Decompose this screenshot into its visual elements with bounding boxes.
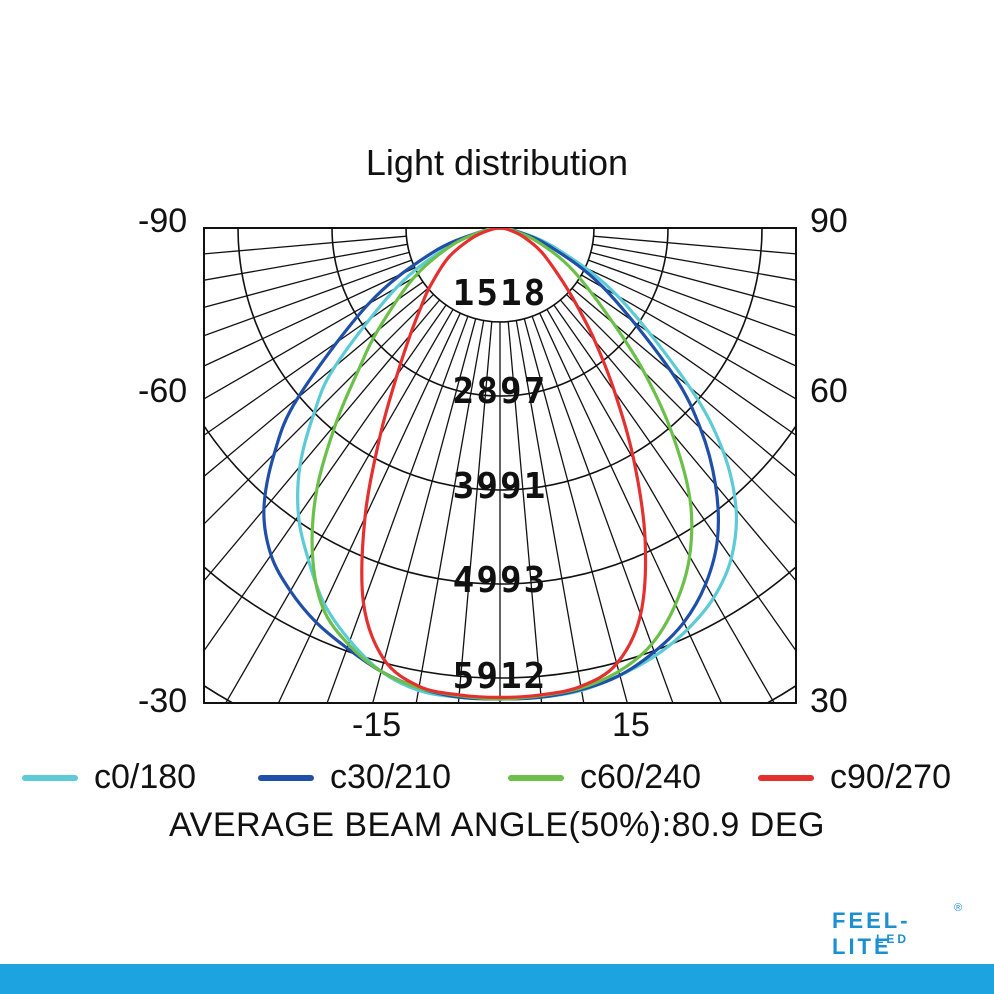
legend-label-c0: c0/180 xyxy=(94,758,197,796)
grid-spoke xyxy=(553,304,796,652)
ring-value-label: 2897 xyxy=(453,371,548,412)
registered-icon: ® xyxy=(954,902,963,914)
legend-swatch-c30 xyxy=(258,774,314,781)
grid-spoke xyxy=(588,259,796,337)
corner-label-mid-right: 60 xyxy=(810,372,848,410)
grid-spoke xyxy=(204,274,419,400)
grid-spoke xyxy=(204,299,441,582)
grid-spoke xyxy=(581,274,796,400)
grid-spoke xyxy=(576,281,796,437)
grid-spoke xyxy=(204,235,407,255)
grid-spoke xyxy=(531,316,674,703)
legend-swatch-c0 xyxy=(22,774,78,781)
grid-spoke xyxy=(415,320,485,703)
bottom-label-left: -15 xyxy=(352,706,402,744)
corner-label-bottom-right: 30 xyxy=(810,682,848,720)
legend-label-c30: c30/210 xyxy=(330,758,451,796)
grid-spoke xyxy=(592,243,796,281)
grid-spoke xyxy=(584,267,796,367)
grid-spoke xyxy=(539,312,723,703)
grid-spoke xyxy=(566,294,796,525)
corner-label-mid-left: -60 xyxy=(138,372,188,410)
series-line-c60-240 xyxy=(310,228,694,701)
legend-swatch-c90 xyxy=(758,774,814,781)
legend-item-c90: c90/270 xyxy=(758,758,951,797)
brand-logo: FEEL-LITE LED ® xyxy=(832,902,962,959)
legend-swatch-c60 xyxy=(508,774,564,781)
legend-label-c90: c90/270 xyxy=(830,758,951,796)
bottom-label-right: 15 xyxy=(612,706,650,744)
ring-value-label: 3991 xyxy=(453,466,548,507)
grid-spoke xyxy=(204,267,416,367)
legend-item-c60: c60/240 xyxy=(508,758,701,797)
chart-title: Light distribution xyxy=(365,142,629,183)
grid-spoke xyxy=(515,320,585,703)
corner-label-bottom-left: -30 xyxy=(138,682,188,720)
grid-spoke xyxy=(277,312,461,703)
grid-spoke xyxy=(507,321,543,703)
grid-spoke xyxy=(559,299,796,582)
grid-spoke xyxy=(523,318,628,703)
grid-spoke xyxy=(457,321,493,703)
legend-item-c0: c0/180 xyxy=(22,758,196,797)
grid-spoke xyxy=(571,287,796,478)
grid-spoke xyxy=(546,309,775,703)
grid-spoke xyxy=(225,309,454,703)
ring-value-label: 5912 xyxy=(453,656,548,697)
logo-text: FEEL-LITE xyxy=(832,908,911,959)
corner-label-top-left: -90 xyxy=(138,202,188,240)
grid-spoke xyxy=(204,281,424,437)
series-line-c90-270 xyxy=(360,228,648,699)
grid-spoke xyxy=(593,235,796,255)
legend-label-c60: c60/240 xyxy=(580,758,701,796)
beam-angle-text: AVERAGE BEAM ANGLE(50%):80.9 DEG xyxy=(169,806,825,844)
logo-sub-text: LED xyxy=(876,932,909,946)
legend-item-c30: c30/210 xyxy=(258,758,451,797)
grid-spoke xyxy=(204,304,447,652)
grid-spoke xyxy=(204,259,412,337)
ring-value-label: 4993 xyxy=(453,560,548,601)
grid-spoke xyxy=(204,243,408,281)
grid-spoke xyxy=(590,251,796,308)
corner-label-top-right: 90 xyxy=(810,202,848,240)
grid-spoke xyxy=(204,294,434,525)
ring-value-label: 1518 xyxy=(453,273,548,314)
legend: c0/180 c30/210 c60/240 c90/270 xyxy=(22,758,982,802)
bottom-accent-bar xyxy=(0,964,994,994)
grid-spoke xyxy=(204,251,410,308)
